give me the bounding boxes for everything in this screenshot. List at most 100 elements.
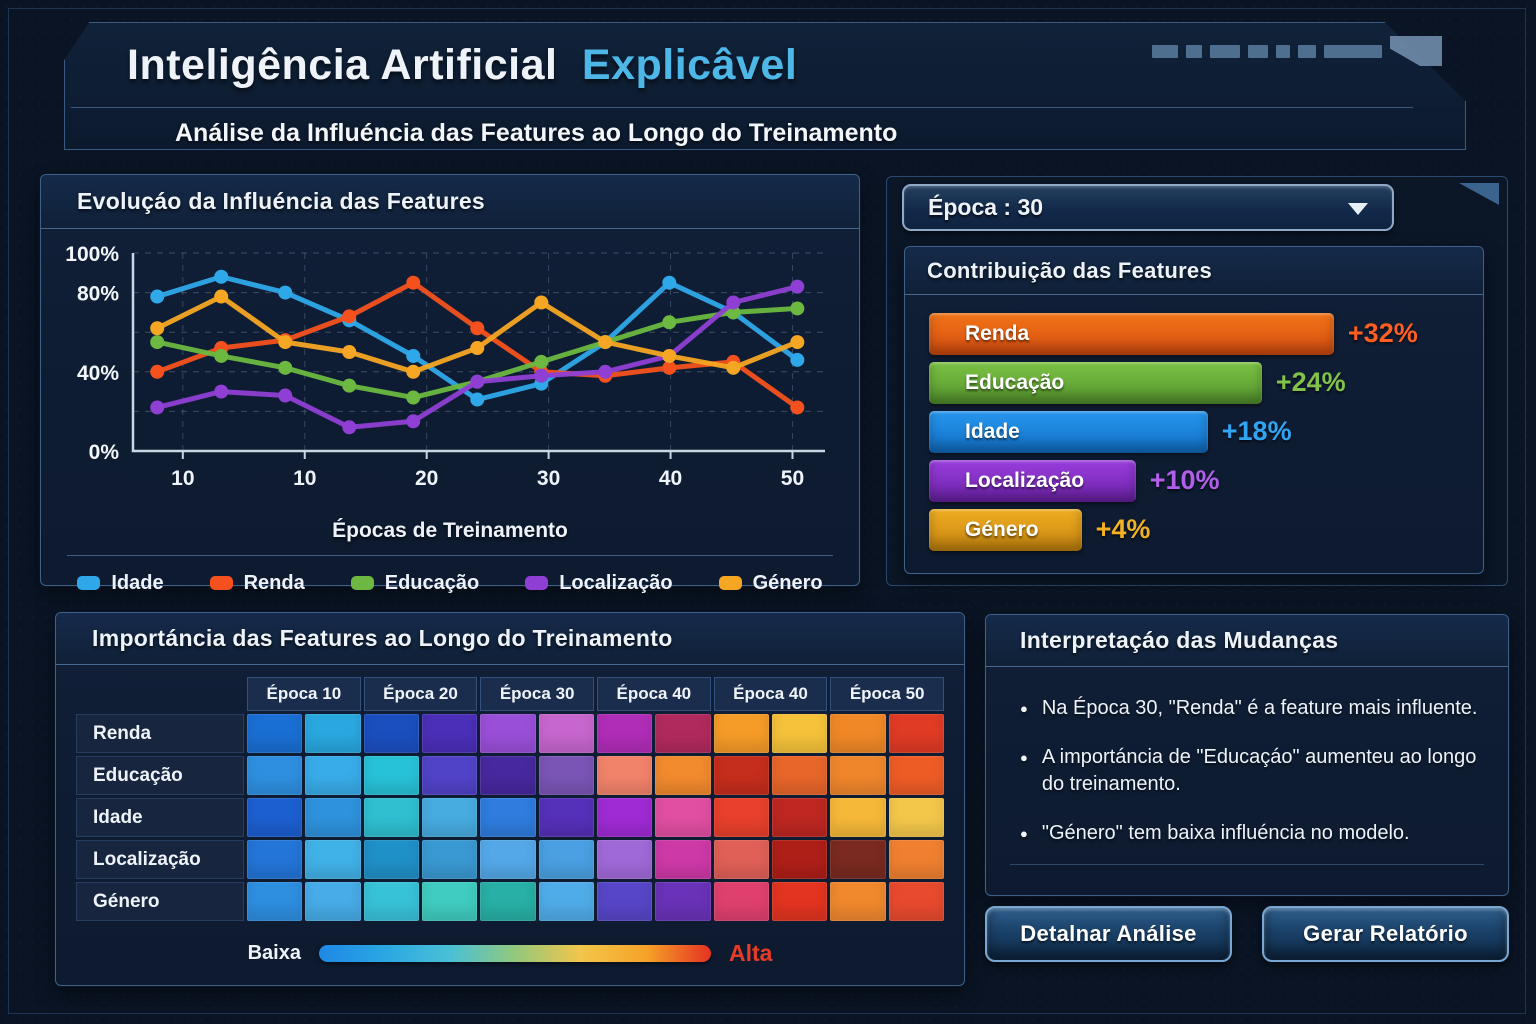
bar-label: Localização (965, 468, 1085, 492)
page-title-accent: Explicâvel (581, 41, 798, 89)
heatmap-cell (247, 798, 303, 837)
heatmap-column-header: Época 40 (596, 677, 711, 711)
bar-value: +18% (1221, 416, 1292, 446)
legend-label: Género (752, 571, 823, 594)
heatmap-cell (305, 840, 361, 879)
legend-label: Idade (111, 571, 164, 594)
legend-swatch-icon (77, 576, 101, 590)
decorative-dash (1298, 44, 1316, 58)
heatmap-column-header: Época 30 (480, 677, 594, 711)
detail-analysis-button[interactable]: Detalnar Análise (985, 906, 1232, 962)
feature-contribution-title: Contribuição das Features (927, 257, 1213, 283)
heatmap-cell (596, 798, 653, 837)
heatmap-cell (888, 756, 944, 795)
heatmap-column-header: Época 40 (713, 677, 828, 711)
heatmap-cell (363, 756, 419, 795)
heatmap-cell (538, 840, 594, 879)
interpretation-bullet: ● "Género" tem baixa influéncia no modelo… (1020, 820, 1480, 847)
heatmap-cell (771, 882, 828, 921)
svg-text:50: 50 (781, 467, 804, 490)
heatmap-cell (596, 882, 653, 921)
legend-label: Educação (384, 571, 480, 594)
heatmap-cell (247, 756, 303, 795)
heatmap-cell (421, 756, 478, 795)
svg-text:30: 30 (537, 467, 560, 490)
heatmap-cell (363, 882, 419, 921)
heatmap-cell (655, 756, 711, 795)
bar-value: +10% (1149, 465, 1220, 495)
decorative-dash (1152, 44, 1178, 58)
generate-report-button[interactable]: Gerar Relatório (1262, 906, 1509, 962)
heatmap-column-header: Época 50 (830, 677, 944, 711)
heatmap-row-label: Renda (76, 714, 244, 753)
heatmap-cell (596, 840, 653, 879)
legend-item-idade[interactable]: Idade (77, 571, 164, 595)
chevron-down-icon (1348, 203, 1368, 215)
color-scale-bar (318, 944, 711, 962)
bullet-icon: ● (1020, 826, 1028, 841)
page-title-primary: Inteligência Artificial (127, 41, 558, 89)
contribution-bar-row: Educação +24% (929, 358, 1459, 407)
heatmap-cell (596, 756, 653, 795)
decorative-dash (1324, 44, 1382, 58)
legend-item-renda[interactable]: Renda (209, 572, 305, 595)
contribution-bar-row: Renda +32% (929, 309, 1459, 358)
legend-swatch-icon (350, 576, 374, 590)
heatmap-cell (480, 756, 536, 795)
heatmap-row-label: Idade (76, 798, 244, 837)
bar-label: Educação (965, 370, 1065, 394)
svg-text:80%: 80% (77, 283, 119, 306)
svg-text:10: 10 (171, 467, 194, 490)
x-axis-label: Épocas de Treinamento (332, 519, 568, 542)
heatmap-cell (888, 714, 944, 753)
interpretation-divider (1010, 864, 1484, 865)
contribution-bar-row: Género +4% (929, 505, 1459, 554)
heatmap-grid: Época 10 Época 20 Época 30 Época 40 Época 40… (76, 677, 944, 921)
chart-legend: Idade Renda Educação Localização Género (41, 561, 859, 605)
heatmap-cell (305, 798, 361, 837)
heatmap-cell (713, 756, 769, 795)
heatmap-cell (538, 882, 594, 921)
interpretation-bullets: ● Na Época 30, "Renda" é a feature mais i… (986, 667, 1508, 847)
interpretation-panel: Interpretaçáo das Mudanças ● Na Época 30,… (985, 614, 1509, 896)
heatmap-cell (713, 798, 769, 837)
legend-item-localização[interactable]: Localização (525, 572, 673, 595)
decorative-dash (1210, 44, 1240, 58)
feature-importance-panel: Importáncia das Features ao Longo do Tre… (55, 612, 965, 986)
line-chart: 10 10 20 30 40 50 100% 80% 40% 0% (65, 243, 825, 490)
heatmap-cell (480, 798, 536, 837)
bar-value: +4% (1095, 514, 1151, 544)
feature-evolution-panel: Evoluçáo da Influéncia das Features 10 10… (40, 174, 860, 594)
heatmap-cell (247, 882, 303, 921)
svg-text:40%: 40% (77, 362, 119, 385)
heatmap-cell (480, 714, 536, 753)
heatmap-cell (421, 798, 478, 837)
heatmap-cell (713, 882, 769, 921)
legend-item-educação[interactable]: Educação (350, 571, 480, 595)
heatmap-cell (247, 714, 303, 753)
legend-divider (67, 555, 833, 556)
heatmap-cell (830, 714, 886, 753)
svg-text:10: 10 (293, 467, 316, 490)
bar-label: Idade (965, 419, 1020, 443)
interpretation-header: Interpretaçáo das Mudanças (986, 615, 1508, 667)
page-title: Inteligência Artificial Explicâvel (127, 41, 797, 90)
bullet-text: "Género" tem baixa influéncia no modelo. (1041, 822, 1410, 844)
epoch-dropdown-value: Época : 30 (928, 194, 1044, 220)
feature-importance-header: Importáncia das Features ao Longo do Tre… (56, 613, 964, 665)
heatmap-cell (655, 882, 711, 921)
heatmap-cell (830, 840, 886, 879)
interpretation-bullet: ● Na Época 30, "Renda" é a feature mais i… (1020, 695, 1480, 722)
header-divider (71, 107, 1413, 108)
epoch-dropdown[interactable]: Época : 30 (902, 184, 1394, 231)
decorative-corner (1390, 36, 1442, 66)
legend-item-género[interactable]: Género (718, 571, 823, 595)
svg-text:100%: 100% (65, 243, 119, 266)
svg-text:0%: 0% (89, 441, 120, 464)
heatmap-cell (421, 882, 478, 921)
bar-label: Renda (965, 321, 1030, 345)
feature-importance-title: Importáncia das Features ao Longo do Tre… (92, 625, 673, 651)
scale-high-label: Alta (728, 939, 773, 966)
svg-text:40: 40 (659, 467, 682, 490)
heatmap-cell (888, 798, 944, 837)
